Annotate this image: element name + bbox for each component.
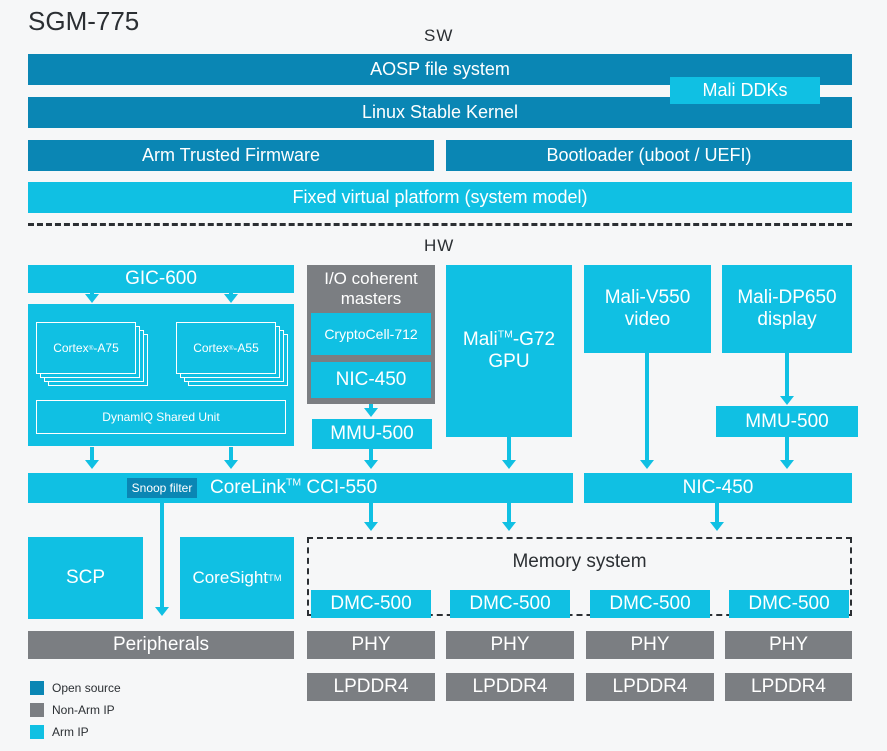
mali-dp650-display-block: Mali-DP650 display <box>722 265 852 353</box>
memory-system-label: Memory system <box>512 551 647 572</box>
legend-label: Arm IP <box>52 725 89 739</box>
lpddr4-block: LPDDR4 <box>446 673 574 701</box>
bootloader-block: Bootloader (uboot / UEFI) <box>446 140 852 171</box>
cortex-a75-core: Cortex ® -A75 <box>36 322 136 374</box>
nic-450-right-bus: NIC-450 <box>584 473 852 503</box>
dmc-500-block: DMC-500 <box>311 590 431 618</box>
peripherals-block: Peripherals <box>28 631 294 659</box>
legend-swatch-arm-ip <box>30 725 44 739</box>
phy-block: PHY <box>307 631 435 659</box>
cpu-cluster: Cortex ® -A75 Cortex ® -A55 DynamIQ Shared U… <box>28 304 294 446</box>
corelink-cci-550-bus: CoreLinkTM CCI-550 <box>28 473 573 503</box>
diagram-title: SGM-775 <box>28 6 140 36</box>
lpddr4-block: LPDDR4 <box>586 673 714 701</box>
scp-block: SCP <box>28 537 143 619</box>
cryptocell-712-block: CryptoCell-712 <box>311 313 431 355</box>
mali-v550-video-block: Mali-V550 video <box>584 265 711 353</box>
atf-block: Arm Trusted Firmware <box>28 140 434 171</box>
memory-system-group <box>307 537 852 616</box>
coresight-block: CoreSight TM <box>180 537 294 619</box>
legend-label: Open source <box>52 681 121 695</box>
io-coherent-masters-group: I/O coherent masters CryptoCell-712 NIC-4… <box>307 265 435 404</box>
dsu-block: DynamIQ Shared Unit <box>36 400 286 434</box>
aosp-block: AOSP file system <box>28 54 852 85</box>
gic-600-block: GIC-600 <box>28 265 294 293</box>
sw-header: SW <box>424 26 454 45</box>
nic-450-io-block: NIC-450 <box>311 362 431 398</box>
dmc-500-block: DMC-500 <box>450 590 570 618</box>
legend-swatch-non-arm-ip <box>30 703 44 717</box>
cortex-a55-core: Cortex ® -A55 <box>176 322 276 374</box>
mmu-500-right-block: MMU-500 <box>716 406 858 437</box>
phy-block: PHY <box>586 631 714 659</box>
hw-header: HW <box>424 236 455 255</box>
mmu-500-left-block: MMU-500 <box>312 419 432 449</box>
legend-label: Non-Arm IP <box>52 703 115 717</box>
legend-swatch-open-source <box>30 681 44 695</box>
phy-block: PHY <box>446 631 574 659</box>
lpddr4-block: LPDDR4 <box>307 673 435 701</box>
dmc-500-block: DMC-500 <box>729 590 849 618</box>
mali-ddks-block: Mali DDKs <box>670 77 820 104</box>
fvp-block: Fixed virtual platform (system model) <box>28 182 852 213</box>
mali-g72-gpu-block: MaliTM-G72 GPU <box>446 265 572 437</box>
dmc-500-block: DMC-500 <box>590 590 710 618</box>
lpddr4-block: LPDDR4 <box>725 673 852 701</box>
snoop-filter-block: Snoop filter <box>127 478 197 498</box>
sw-hw-divider <box>28 223 852 226</box>
phy-block: PHY <box>725 631 852 659</box>
